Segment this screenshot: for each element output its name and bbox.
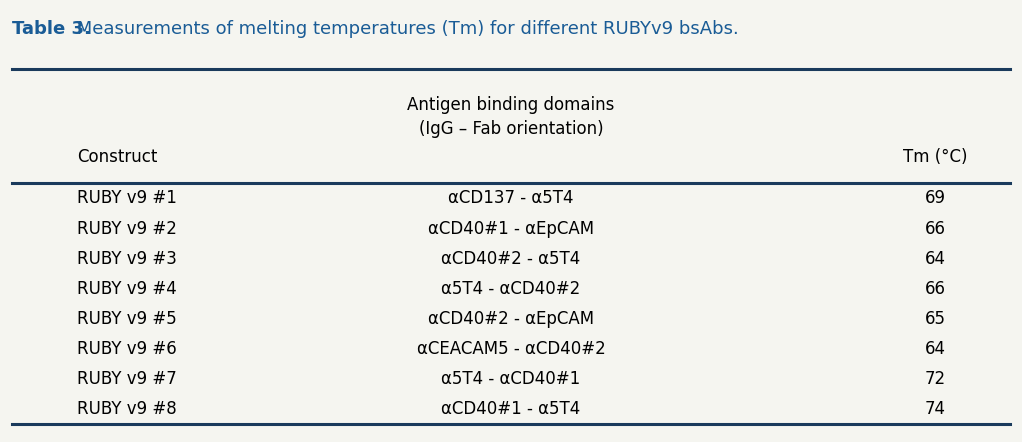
Text: RUBY v9 #1: RUBY v9 #1 — [77, 190, 177, 207]
Text: 65: 65 — [925, 310, 945, 328]
Text: RUBY v9 #6: RUBY v9 #6 — [77, 340, 177, 358]
Text: RUBY v9 #8: RUBY v9 #8 — [77, 400, 177, 418]
Text: Tm (°C): Tm (°C) — [902, 148, 968, 166]
Text: αCD137 - α5T4: αCD137 - α5T4 — [449, 190, 573, 207]
Text: αCD40#2 - αEpCAM: αCD40#2 - αEpCAM — [428, 310, 594, 328]
Text: RUBY v9 #3: RUBY v9 #3 — [77, 250, 177, 268]
Text: 69: 69 — [925, 190, 945, 207]
Text: 66: 66 — [925, 220, 945, 238]
Text: RUBY v9 #4: RUBY v9 #4 — [77, 280, 177, 298]
Text: RUBY v9 #5: RUBY v9 #5 — [77, 310, 177, 328]
Text: Antigen binding domains
(IgG – Fab orientation): Antigen binding domains (IgG – Fab orien… — [408, 96, 614, 138]
Text: RUBY v9 #7: RUBY v9 #7 — [77, 370, 177, 388]
Text: 64: 64 — [925, 340, 945, 358]
Text: αCEACAM5 - αCD40#2: αCEACAM5 - αCD40#2 — [417, 340, 605, 358]
Text: 72: 72 — [925, 370, 945, 388]
Text: α5T4 - αCD40#2: α5T4 - αCD40#2 — [442, 280, 580, 298]
Text: 74: 74 — [925, 400, 945, 418]
Text: αCD40#1 - α5T4: αCD40#1 - α5T4 — [442, 400, 580, 418]
Text: α5T4 - αCD40#1: α5T4 - αCD40#1 — [442, 370, 580, 388]
Text: Measurements of melting temperatures (Tm) for different RUBYv9 bsAbs.: Measurements of melting temperatures (Tm… — [72, 20, 739, 38]
Text: Table 3.: Table 3. — [12, 20, 91, 38]
Text: 66: 66 — [925, 280, 945, 298]
Text: 64: 64 — [925, 250, 945, 268]
Text: αCD40#2 - α5T4: αCD40#2 - α5T4 — [442, 250, 580, 268]
Text: RUBY v9 #2: RUBY v9 #2 — [77, 220, 177, 238]
Text: αCD40#1 - αEpCAM: αCD40#1 - αEpCAM — [428, 220, 594, 238]
Text: Construct: Construct — [77, 148, 157, 166]
